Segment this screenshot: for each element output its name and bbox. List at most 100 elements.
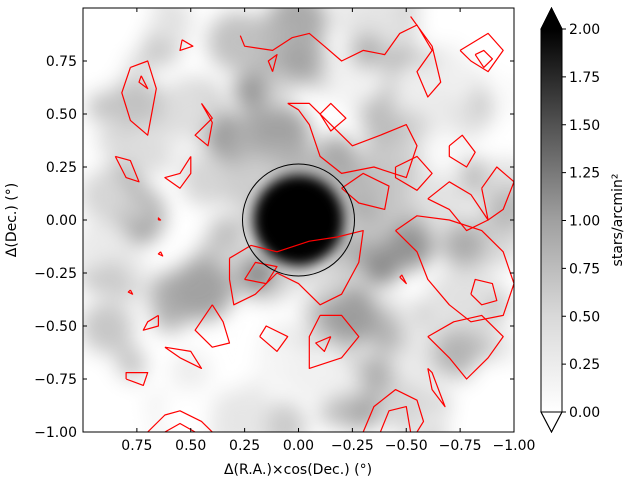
colorbar-tick-label: 1.50 <box>569 118 600 134</box>
density-blob <box>108 76 161 128</box>
density-blob <box>391 60 445 113</box>
density-blob <box>280 44 312 76</box>
contour-line <box>399 274 407 285</box>
density-blob <box>443 223 487 267</box>
contour-line <box>127 289 134 295</box>
y-tick-label: −0.25 <box>34 266 77 282</box>
y-tick-label: 0.75 <box>46 54 77 70</box>
density-blob <box>489 73 514 117</box>
contour-line <box>427 314 504 380</box>
contour-line <box>114 155 140 183</box>
colorbar-tick-label: 0.50 <box>569 309 600 325</box>
contour-line <box>470 278 498 306</box>
contour-line <box>138 75 149 90</box>
colorbar-label: stars/arcmin² <box>610 174 626 267</box>
colorbar-extend-max <box>540 6 563 30</box>
y-tick-label: 0.25 <box>46 160 77 176</box>
density-blob <box>170 258 234 321</box>
contour-line <box>267 53 278 72</box>
contour-layer <box>114 16 514 432</box>
peak-core <box>253 174 344 266</box>
colorbar-gradient <box>541 29 562 412</box>
density-blob <box>319 284 380 344</box>
x-tick-label: −0.75 <box>439 438 482 454</box>
contour-line <box>239 16 442 98</box>
density-blob <box>288 342 350 404</box>
y-tick-label: −0.50 <box>34 319 77 335</box>
contour-line <box>315 336 332 352</box>
density-blob <box>180 153 234 206</box>
density-blob <box>83 170 131 222</box>
contour-line <box>395 215 514 323</box>
x-axis: 0.75 0.50 0.25 0.00 −0.25 −0.50 −0.75 −1.00 <box>121 8 535 454</box>
contour-line <box>157 251 164 257</box>
central-density-peak <box>253 174 344 266</box>
contour-line <box>164 156 192 189</box>
y-axis-label: Δ(Dec.) (°) <box>4 183 20 257</box>
contour-line <box>121 60 157 136</box>
colorbar: 0.00 0.25 0.50 0.75 1.00 1.25 1.50 1.75 2.00 sta… <box>540 6 626 434</box>
colorbar-tick-label: 1.25 <box>569 166 600 182</box>
colorbar-ticks: 0.00 0.25 0.50 0.75 1.00 1.25 1.50 1.75 2.00 <box>562 22 600 421</box>
density-blob <box>233 72 270 109</box>
density-blob <box>485 116 514 146</box>
contour-line <box>427 181 489 232</box>
density-blob <box>95 261 129 294</box>
contour-line <box>142 314 159 331</box>
contour-line <box>157 217 162 221</box>
colorbar-extend-min <box>540 411 563 434</box>
contour-line <box>125 372 149 386</box>
density-blob <box>159 388 213 432</box>
contour-line <box>319 102 347 132</box>
y-tick-label: 0.00 <box>46 213 77 229</box>
contour-line <box>164 422 196 432</box>
density-fade <box>83 8 153 78</box>
y-tick-label: −0.75 <box>34 372 77 388</box>
x-tick-label: −1.00 <box>493 438 536 454</box>
y-axis: 0.75 0.50 0.25 0.00 −0.25 −0.50 −0.75 −1.00 <box>34 54 514 441</box>
contour-line <box>228 230 364 306</box>
x-tick-label: 0.50 <box>175 438 206 454</box>
density-blob <box>207 11 268 72</box>
contour-line <box>259 325 289 352</box>
density-blob <box>130 132 174 176</box>
x-tick-label: −0.25 <box>331 438 374 454</box>
contour-line <box>427 367 446 408</box>
y-tick-label: −1.00 <box>34 425 77 441</box>
y-tick-label: 0.50 <box>46 107 77 123</box>
density-blob <box>365 108 405 148</box>
density-blob <box>310 265 346 301</box>
contour-line <box>308 314 360 369</box>
density-blob <box>83 301 134 355</box>
density-fade <box>444 362 514 432</box>
colorbar-tick-label: 0.25 <box>569 357 600 373</box>
x-tick-label: 0.25 <box>229 438 260 454</box>
density-blob <box>420 126 468 175</box>
contour-line <box>379 406 412 432</box>
contour-line <box>244 261 278 285</box>
colorbar-tick-label: 0.00 <box>569 405 600 421</box>
contour-line <box>194 103 213 147</box>
contour-line <box>147 410 213 432</box>
central-circle <box>242 163 355 277</box>
density-fade <box>83 362 153 432</box>
density-blob <box>357 354 396 393</box>
density-blob <box>340 169 383 212</box>
contour-line <box>341 172 390 210</box>
contour-line <box>448 134 476 168</box>
x-tick-label: −0.50 <box>385 438 428 454</box>
x-axis-label: Δ(R.A.)×cos(Dec.) (°) <box>224 462 372 478</box>
contour-line <box>481 166 514 221</box>
density-blob <box>238 255 277 294</box>
density-blob <box>86 91 116 121</box>
contour-line <box>362 389 425 432</box>
density-blob <box>483 186 514 234</box>
density-blob <box>170 351 211 392</box>
contour-line <box>394 155 433 191</box>
contour-line <box>164 346 203 369</box>
density-blob <box>206 389 269 432</box>
density-blob <box>124 196 153 226</box>
colorbar-tick-label: 2.00 <box>569 22 600 38</box>
density-blob <box>319 396 349 426</box>
